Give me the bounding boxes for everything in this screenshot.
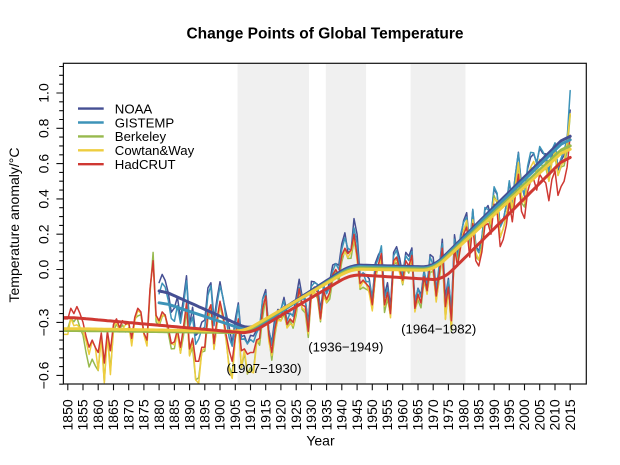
svg-text:NOAA: NOAA — [115, 101, 153, 116]
svg-text:1930: 1930 — [303, 399, 319, 430]
svg-text:−0.3: −0.3 — [35, 308, 51, 336]
svg-text:1950: 1950 — [364, 399, 380, 430]
svg-text:HadCRUT: HadCRUT — [115, 157, 176, 172]
svg-text:1885: 1885 — [166, 399, 182, 430]
svg-text:1975: 1975 — [440, 399, 456, 430]
svg-text:1925: 1925 — [288, 399, 304, 430]
svg-text:Year: Year — [306, 433, 335, 449]
svg-text:1920: 1920 — [273, 399, 289, 430]
svg-text:2005: 2005 — [531, 399, 547, 430]
svg-text:1870: 1870 — [120, 399, 136, 430]
svg-text:1860: 1860 — [90, 399, 106, 430]
svg-text:0.0: 0.0 — [35, 260, 51, 280]
svg-text:2010: 2010 — [547, 399, 563, 430]
svg-text:1970: 1970 — [425, 399, 441, 430]
svg-text:1865: 1865 — [105, 399, 121, 430]
svg-text:2015: 2015 — [562, 399, 578, 430]
svg-text:Cowtan&Way: Cowtan&Way — [115, 143, 195, 158]
svg-text:1960: 1960 — [394, 399, 410, 430]
svg-text:1850: 1850 — [60, 399, 76, 430]
svg-text:1945: 1945 — [349, 399, 365, 430]
svg-text:GISTEMP: GISTEMP — [115, 115, 175, 130]
svg-text:(1964−1982): (1964−1982) — [401, 322, 476, 337]
svg-text:0.4: 0.4 — [35, 189, 51, 209]
svg-text:0.8: 0.8 — [35, 118, 51, 138]
svg-text:1.0: 1.0 — [35, 83, 51, 103]
svg-text:1890: 1890 — [181, 399, 197, 430]
svg-text:0.2: 0.2 — [35, 224, 51, 244]
svg-text:1995: 1995 — [501, 399, 517, 430]
svg-text:1895: 1895 — [197, 399, 213, 430]
svg-text:1965: 1965 — [410, 399, 426, 430]
svg-text:Change Points of Global Temper: Change Points of Global Temperature — [186, 26, 463, 43]
svg-text:1980: 1980 — [455, 399, 471, 430]
svg-text:2000: 2000 — [516, 399, 532, 430]
svg-text:(1936−1949): (1936−1949) — [308, 340, 383, 355]
svg-text:1880: 1880 — [151, 399, 167, 430]
svg-text:Temperature anomaly/°C: Temperature anomaly/°C — [6, 148, 22, 303]
svg-text:1940: 1940 — [334, 399, 350, 430]
svg-text:1955: 1955 — [379, 399, 395, 430]
svg-text:−0.6: −0.6 — [35, 361, 51, 389]
svg-text:1905: 1905 — [227, 399, 243, 430]
svg-text:1855: 1855 — [75, 399, 91, 430]
svg-text:1915: 1915 — [257, 399, 273, 430]
svg-text:1900: 1900 — [212, 399, 228, 430]
svg-text:0.6: 0.6 — [35, 154, 51, 174]
svg-text:1985: 1985 — [471, 399, 487, 430]
svg-text:1990: 1990 — [486, 399, 502, 430]
svg-text:1875: 1875 — [136, 399, 152, 430]
svg-text:1910: 1910 — [242, 399, 258, 430]
svg-text:Berkeley: Berkeley — [115, 129, 167, 144]
svg-text:(1907−1930): (1907−1930) — [226, 361, 301, 376]
svg-text:1935: 1935 — [318, 399, 334, 430]
